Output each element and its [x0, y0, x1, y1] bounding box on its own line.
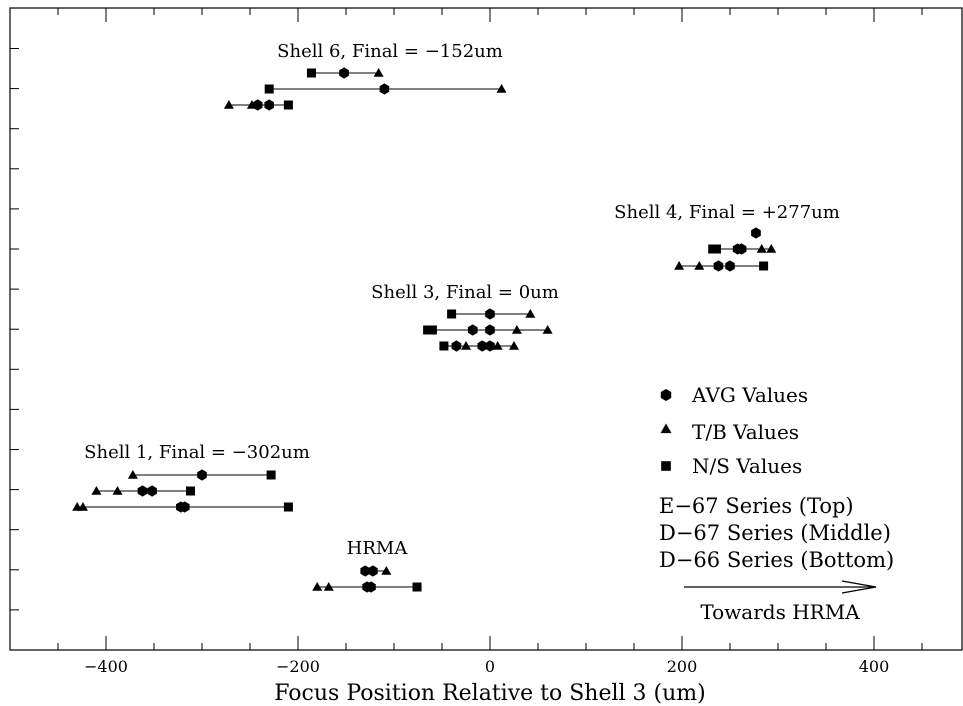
avg-point — [137, 485, 148, 497]
group-2 — [423, 308, 553, 352]
group-0 — [223, 67, 507, 111]
avg-point — [725, 260, 735, 272]
tb-point — [756, 244, 767, 253]
avg-point — [451, 340, 462, 352]
avg-point — [252, 99, 263, 111]
tb-point — [91, 486, 102, 495]
ns-point — [185, 486, 195, 496]
avg-point — [366, 581, 376, 593]
avg-point — [477, 340, 488, 352]
tb-point — [496, 84, 507, 93]
legend-label: AVG Values — [691, 383, 808, 407]
x-tick-label: −400 — [84, 657, 128, 676]
tb-point — [674, 261, 685, 270]
group-label: Shell 6, Final = −152um — [277, 41, 503, 62]
data-area — [72, 67, 777, 593]
group-1 — [674, 227, 777, 272]
arrow-label: Towards HRMA — [700, 600, 860, 624]
group-label: Shell 4, Final = +277um — [614, 202, 840, 223]
legend-ns-marker — [661, 461, 671, 471]
avg-point — [339, 67, 349, 79]
axes: −400 −200 0 200 400 Focus Position Relative t… — [9, 7, 963, 706]
avg-point — [360, 565, 370, 577]
avg-point — [485, 308, 495, 320]
tb-point — [461, 341, 471, 350]
tb-point — [373, 68, 384, 77]
avg-point — [197, 469, 207, 481]
ns-point — [447, 309, 457, 319]
tb-point — [77, 502, 88, 511]
ns-point — [439, 341, 449, 351]
tb-point — [542, 325, 553, 334]
group-3 — [72, 469, 293, 513]
x-tick-label: 0 — [485, 657, 495, 676]
x-axis-label: Focus Position Relative to Shell 3 (um) — [274, 681, 706, 706]
legend-avg-marker — [660, 389, 672, 401]
series-note: E−67 Series (Top) — [659, 494, 854, 518]
avg-point — [379, 83, 390, 95]
tb-point — [509, 341, 519, 350]
series-note: D−66 Series (Bottom) — [659, 548, 894, 572]
tb-point — [525, 309, 536, 318]
avg-point — [179, 501, 190, 513]
x-tick-label: 200 — [667, 657, 698, 676]
avg-point — [485, 324, 495, 336]
ns-point — [423, 325, 433, 335]
ns-point — [283, 100, 293, 110]
ns-point — [759, 261, 769, 271]
tb-point — [112, 486, 123, 495]
ns-point — [264, 84, 274, 94]
group-label: HRMA — [347, 538, 409, 559]
tb-point — [323, 582, 334, 591]
ns-point — [412, 582, 422, 592]
ns-point — [427, 325, 437, 335]
legend-label: T/B Values — [692, 420, 799, 444]
avg-point — [713, 260, 724, 272]
avg-point — [751, 227, 761, 239]
tb-point — [511, 325, 522, 334]
tb-point — [492, 341, 503, 350]
avg-point — [736, 243, 747, 255]
arrow-head — [841, 580, 877, 594]
group-label: Shell 3, Final = 0um — [371, 282, 559, 303]
tb-point — [766, 244, 777, 253]
ns-point — [306, 68, 316, 78]
x-tick-label: −200 — [276, 657, 320, 676]
ns-point — [283, 502, 293, 512]
legend: AVG Values T/B Values N/S Values E−67 Serie… — [659, 383, 894, 624]
avg-point — [147, 485, 157, 497]
legend-label: N/S Values — [692, 454, 802, 478]
tb-point — [312, 582, 323, 591]
avg-point — [368, 565, 378, 577]
group-label: Shell 1, Final = −302um — [84, 442, 310, 463]
group-4 — [312, 565, 422, 593]
tb-point — [127, 470, 138, 479]
ns-point — [712, 244, 722, 254]
tb-point — [694, 261, 705, 270]
annotations: Shell 6, Final = −152um Shell 4, Final = … — [84, 41, 840, 559]
avg-point — [467, 324, 478, 336]
tb-point — [223, 100, 234, 109]
avg-point — [485, 340, 495, 352]
legend-tb-marker — [660, 423, 672, 434]
avg-point — [264, 99, 274, 111]
tb-point — [381, 566, 392, 575]
series-note: D−67 Series (Middle) — [659, 521, 891, 545]
x-tick-label: 400 — [859, 657, 890, 676]
ns-point — [266, 470, 276, 480]
